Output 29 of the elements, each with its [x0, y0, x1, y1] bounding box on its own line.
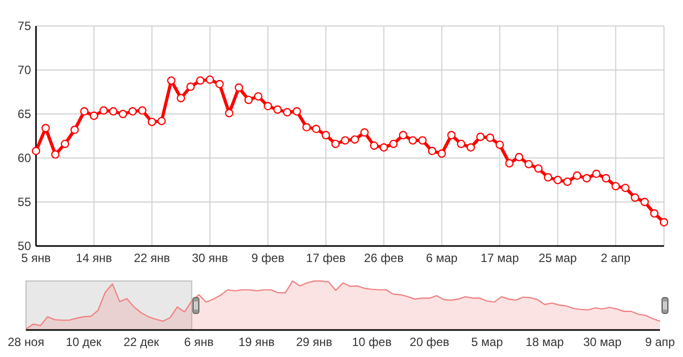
x-tick-label: 6 мар — [426, 251, 458, 265]
x-tick-label: 18 мар — [526, 335, 564, 349]
x-tick-label: 22 янв — [134, 251, 170, 265]
x-tick-label: 9 фев — [251, 251, 284, 265]
x-tick-label: 29 янв — [296, 335, 332, 349]
x-tick-label: 5 мар — [471, 335, 504, 349]
y-tick-label: 50 — [18, 239, 32, 254]
x-tick-label: 28 ноя — [8, 335, 44, 349]
x-tick-label: 26 фев — [364, 251, 404, 265]
x-tick-label: 9 апр — [645, 335, 676, 349]
x-tick-label: 22 дек — [123, 335, 160, 349]
x-tick-label: 17 фев — [306, 251, 346, 265]
y-tick-label: 75 — [18, 19, 32, 34]
y-tick-label: 65 — [18, 107, 32, 122]
x-tick-label: 2 апр — [600, 251, 631, 265]
x-tick-label: 30 мар — [583, 335, 622, 349]
x-tick-label: 14 янв — [76, 251, 112, 265]
y-tick-label: 60 — [18, 151, 32, 166]
x-tick-label: 19 янв — [238, 335, 275, 349]
x-tick-label: 30 янв — [192, 251, 228, 265]
x-tick-label: 20 фев — [410, 335, 450, 349]
y-tick-label: 70 — [18, 63, 32, 78]
x-tick-label: 17 мар — [480, 251, 520, 265]
x-tick-label: 10 дек — [66, 335, 102, 349]
x-tick-label: 5 янв — [21, 251, 51, 265]
x-tick-label: 6 янв — [184, 335, 214, 349]
x-tick-label: 25 мар — [538, 251, 578, 265]
x-tick-label: 10 фев — [352, 335, 392, 349]
y-tick-label: 55 — [18, 195, 32, 210]
